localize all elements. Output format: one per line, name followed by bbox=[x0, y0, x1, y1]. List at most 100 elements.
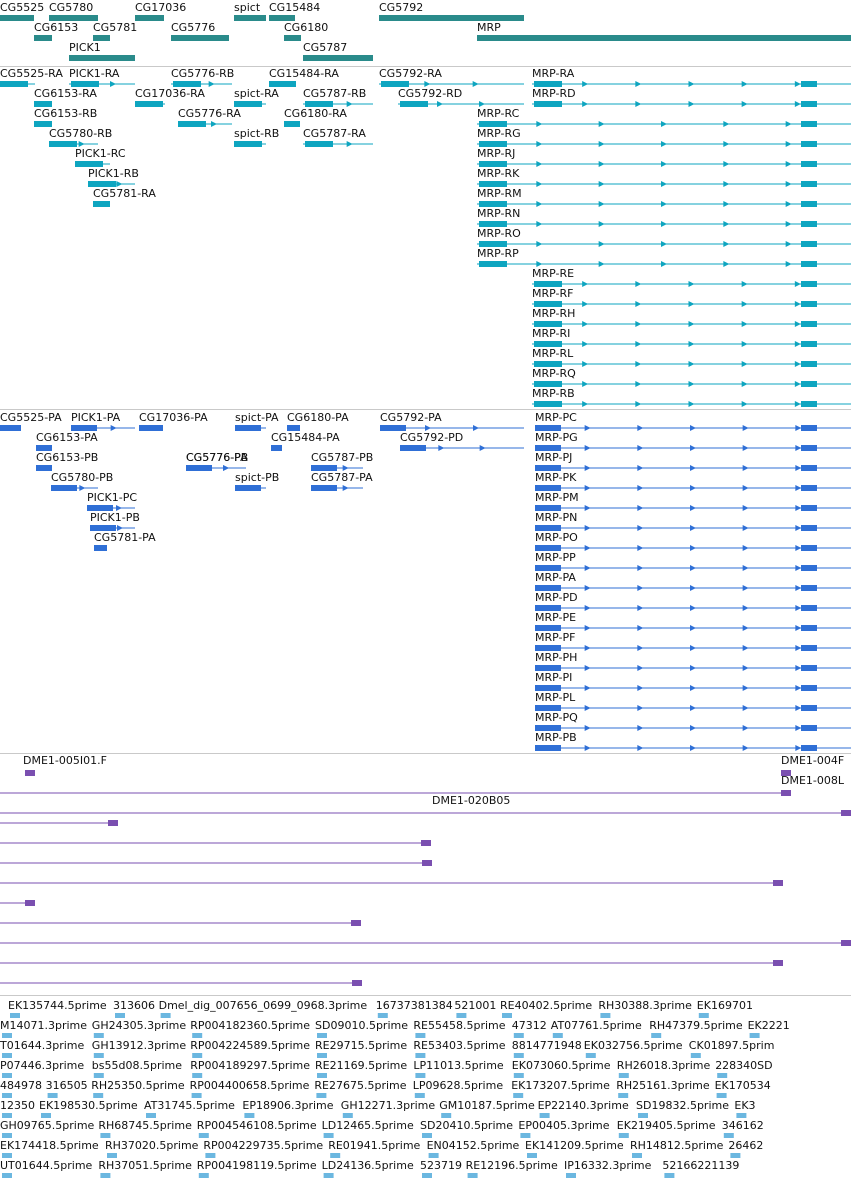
est-block[interactable] bbox=[10, 1013, 20, 1018]
exon-block[interactable] bbox=[801, 321, 817, 327]
protein-label[interactable]: spict-PA bbox=[235, 411, 279, 424]
clone-end-block[interactable] bbox=[351, 920, 361, 926]
transcript-label[interactable]: PICK1-RA bbox=[69, 67, 120, 80]
est-block[interactable] bbox=[377, 1013, 388, 1018]
est-block[interactable] bbox=[730, 1153, 741, 1158]
cds-block[interactable] bbox=[535, 425, 561, 431]
est-label[interactable]: LP09628.5prime bbox=[413, 1079, 504, 1092]
cds-block[interactable] bbox=[535, 505, 561, 511]
exon-block[interactable] bbox=[0, 81, 28, 87]
est-label[interactable]: RH25161.3prime bbox=[616, 1079, 710, 1092]
est-label[interactable]: RE01941.5prime bbox=[328, 1139, 420, 1152]
est-label[interactable]: RH47379.5prime bbox=[649, 1019, 743, 1032]
est-block[interactable] bbox=[342, 1113, 353, 1118]
gene-bar[interactable] bbox=[303, 55, 373, 61]
est-label[interactable]: EN04152.5prime bbox=[427, 1139, 520, 1152]
protein-label[interactable]: MRP-PB bbox=[535, 731, 577, 744]
protein-label[interactable]: MRP-PG bbox=[535, 431, 578, 444]
est-block[interactable] bbox=[2, 1173, 12, 1178]
cds-block[interactable] bbox=[535, 465, 561, 471]
clone-end-block[interactable] bbox=[781, 790, 791, 796]
est-block[interactable] bbox=[749, 1033, 760, 1038]
est-label[interactable]: RP004546108.5prime bbox=[197, 1119, 317, 1132]
est-block[interactable] bbox=[198, 1173, 209, 1178]
cds-block[interactable] bbox=[36, 445, 52, 451]
exon-block[interactable] bbox=[71, 81, 99, 87]
gene-label[interactable]: PICK1 bbox=[69, 41, 101, 54]
est-label[interactable]: 52166221139 bbox=[662, 1159, 739, 1172]
cds-block[interactable] bbox=[235, 425, 261, 431]
est-block[interactable] bbox=[585, 1053, 596, 1058]
clone-end-block[interactable] bbox=[841, 810, 851, 816]
cds-block[interactable] bbox=[0, 425, 21, 431]
clone-end-block[interactable] bbox=[773, 960, 783, 966]
protein-label[interactable]: CG5792-PA bbox=[380, 411, 442, 424]
est-label[interactable]: RP004224589.5prime bbox=[190, 1039, 310, 1052]
exon-block[interactable] bbox=[479, 241, 507, 247]
exon-block[interactable] bbox=[534, 281, 562, 287]
est-label[interactable]: 16737381384 bbox=[376, 999, 453, 1012]
protein-label[interactable]: CG6153-PA bbox=[36, 431, 98, 444]
protein-label[interactable]: MRP-PI bbox=[535, 671, 572, 684]
exon-block[interactable] bbox=[801, 121, 817, 127]
exon-block[interactable] bbox=[305, 141, 333, 147]
gene-bar[interactable] bbox=[269, 15, 295, 21]
cds-block[interactable] bbox=[311, 465, 337, 471]
exon-block[interactable] bbox=[534, 381, 562, 387]
cds-block[interactable] bbox=[801, 525, 817, 531]
clone-end-block[interactable] bbox=[781, 770, 791, 776]
protein-label[interactable]: CG5776-PB bbox=[186, 451, 248, 464]
protein-label[interactable]: CG5780-PB bbox=[51, 471, 113, 484]
exon-block[interactable] bbox=[305, 101, 333, 107]
est-label[interactable]: RH26018.3prime bbox=[617, 1059, 711, 1072]
est-label[interactable]: EK174418.5prime bbox=[0, 1139, 99, 1152]
exon-block[interactable] bbox=[381, 81, 409, 87]
est-block[interactable] bbox=[2, 1153, 12, 1158]
est-block[interactable] bbox=[2, 1073, 12, 1078]
est-label[interactable]: SD19832.5prime bbox=[636, 1099, 729, 1112]
protein-label[interactable]: CG5776-PA bbox=[186, 451, 248, 464]
est-block[interactable] bbox=[414, 1093, 425, 1098]
est-label[interactable]: M14071.3prime bbox=[0, 1019, 87, 1032]
est-label[interactable]: EP18906.3prime bbox=[242, 1099, 333, 1112]
exon-block[interactable] bbox=[178, 121, 206, 127]
est-block[interactable] bbox=[415, 1033, 426, 1038]
exon-block[interactable] bbox=[173, 81, 201, 87]
gene-bar[interactable] bbox=[0, 15, 34, 21]
est-label[interactable]: SD09010.5prime bbox=[315, 1019, 408, 1032]
est-label[interactable]: RE55458.5prime bbox=[413, 1019, 505, 1032]
gene-label[interactable]: CG5780 bbox=[49, 1, 93, 14]
exon-block[interactable] bbox=[801, 201, 817, 207]
gene-label[interactable]: CG17036 bbox=[135, 1, 186, 14]
cds-block[interactable] bbox=[801, 725, 817, 731]
est-label[interactable]: RP004182360.5prime bbox=[190, 1019, 310, 1032]
protein-label[interactable]: MRP-PM bbox=[535, 491, 579, 504]
est-label[interactable]: T01644.3prime bbox=[0, 1039, 84, 1052]
transcript-label[interactable]: CG6153-RA bbox=[34, 87, 97, 100]
transcript-label[interactable]: CG6153-RB bbox=[34, 107, 97, 120]
clone-end-block[interactable] bbox=[352, 980, 362, 986]
protein-label[interactable]: CG5792-PD bbox=[400, 431, 463, 444]
est-block[interactable] bbox=[618, 1073, 629, 1078]
gene-label[interactable]: CG5792 bbox=[379, 1, 423, 14]
est-label[interactable]: AT31745.5prime bbox=[144, 1099, 235, 1112]
est-label[interactable]: RP004400658.5prime bbox=[190, 1079, 310, 1092]
est-label[interactable]: EK073060.5prime bbox=[512, 1059, 611, 1072]
est-label[interactable]: 8814771948 bbox=[512, 1039, 582, 1052]
cds-block[interactable] bbox=[186, 465, 212, 471]
cds-block[interactable] bbox=[801, 465, 817, 471]
transcript-label[interactable]: MRP-RJ bbox=[477, 147, 515, 160]
exon-block[interactable] bbox=[801, 281, 817, 287]
transcript-label[interactable]: MRP-RN bbox=[477, 207, 520, 220]
est-label[interactable]: EP00405.3prime bbox=[518, 1119, 609, 1132]
cds-block[interactable] bbox=[535, 705, 561, 711]
cds-block[interactable] bbox=[801, 645, 817, 651]
est-label[interactable]: AT07761.5prime bbox=[551, 1019, 642, 1032]
est-block[interactable] bbox=[192, 1053, 203, 1058]
protein-label[interactable]: CG6153-PB bbox=[36, 451, 98, 464]
est-block[interactable] bbox=[2, 1053, 12, 1058]
est-block[interactable] bbox=[330, 1153, 341, 1158]
cds-block[interactable] bbox=[801, 625, 817, 631]
est-block[interactable] bbox=[317, 1073, 327, 1078]
transcript-label[interactable]: CG15484-RA bbox=[269, 67, 339, 80]
